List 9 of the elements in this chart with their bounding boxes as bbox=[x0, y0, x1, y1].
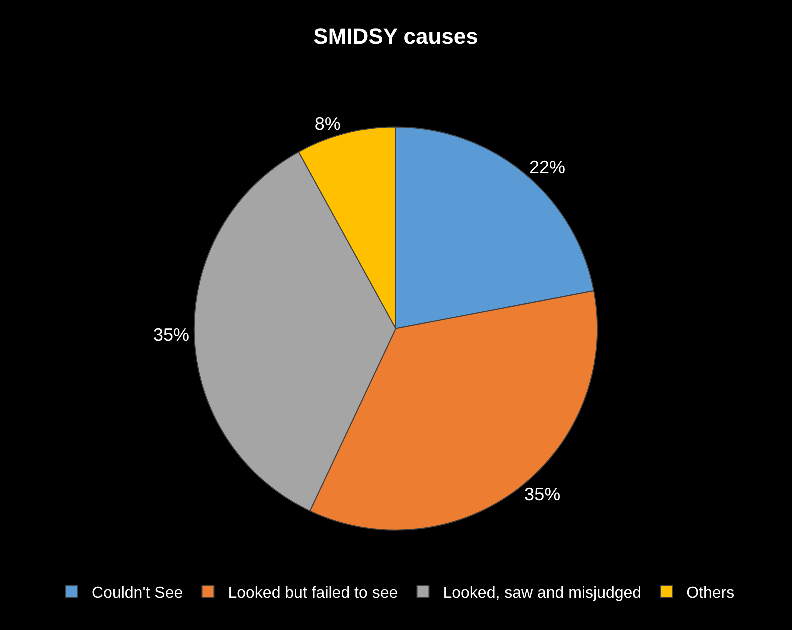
chart-title: SMIDSY causes bbox=[314, 24, 478, 49]
data-label: 22% bbox=[530, 158, 566, 178]
legend-label: Couldn't See bbox=[92, 584, 184, 602]
data-label: 8% bbox=[314, 114, 341, 134]
data-label: 35% bbox=[524, 484, 561, 504]
legend-label: Looked but failed to see bbox=[228, 584, 398, 602]
data-label: 35% bbox=[153, 325, 190, 346]
legend-label: Others bbox=[686, 584, 735, 602]
legend-label: Looked, saw and misjudged bbox=[443, 584, 642, 602]
